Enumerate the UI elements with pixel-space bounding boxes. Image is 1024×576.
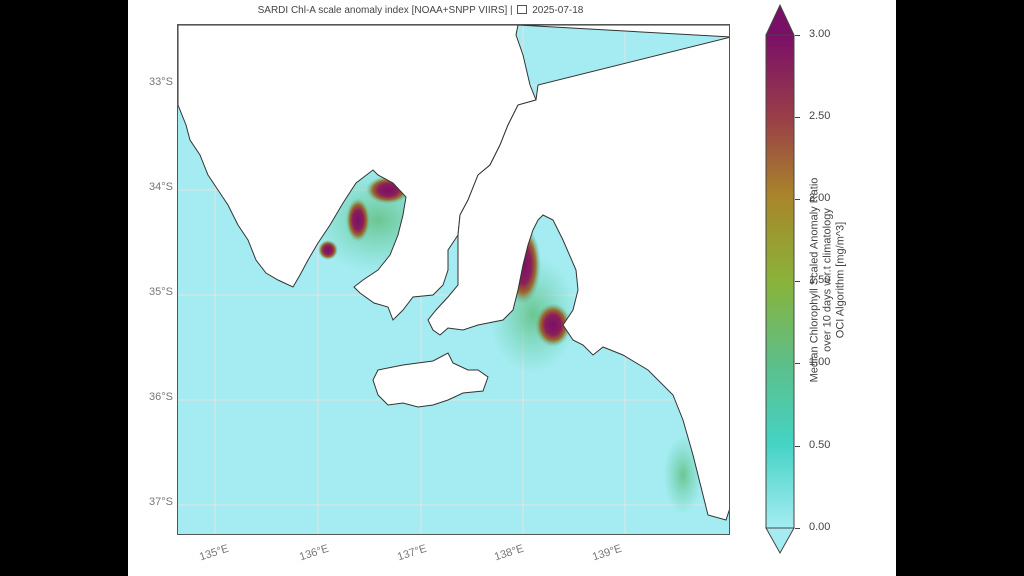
lat-label: 37°S [149,496,173,508]
colorbar-label-line: over 10 days w.r.t climatology [821,208,834,352]
title-text: SARDI Chl-A scale anomaly index [NOAA+SN… [257,5,513,16]
lat-label: 36°S [149,391,173,403]
colorbar-label-line: OCI Algorithm [mg/m^3] [834,221,847,339]
lat-label: 35°S [149,286,173,298]
colorbar-tick: 2.50 [809,110,831,122]
lon-label: 138°E [493,542,526,564]
map-svg [178,25,729,534]
lon-label: 136°E [298,542,331,564]
tick-mark [795,199,800,200]
figure-title: SARDI Chl-A scale anomaly index [NOAA+SN… [128,5,713,16]
colorbar-tick: 1.50 [809,274,831,286]
colorbar [765,3,795,555]
colorbar-tick: 0.00 [809,521,831,533]
lon-label: 137°E [396,542,429,564]
tick-mark [795,117,800,118]
colorbar-tick: 1.00 [809,356,831,368]
figure-canvas: SARDI Chl-A scale anomaly index [NOAA+SN… [128,0,896,576]
lon-label: 139°E [591,542,624,564]
title-date: 2025-07-18 [532,5,584,16]
tick-mark [795,35,800,36]
tick-mark [795,281,800,282]
lon-label: 135°E [198,542,231,564]
tick-mark [795,528,800,529]
colorbar-label-line: Median Chlorophyll Scaled Anomaly Ratio [808,177,821,383]
tick-mark [795,446,800,447]
colorbar-tick: 2.00 [809,192,831,204]
colorbar-tick: 0.50 [809,439,831,451]
map-panel [177,24,730,535]
lat-label: 33°S [149,76,173,88]
colorbar-label: Median Chlorophyll Scaled Anomaly Ratio … [809,130,848,430]
colorbar-tick: 3.00 [809,28,831,40]
calendar-icon [517,5,528,14]
lat-label: 34°S [149,181,173,193]
tick-mark [795,363,800,364]
